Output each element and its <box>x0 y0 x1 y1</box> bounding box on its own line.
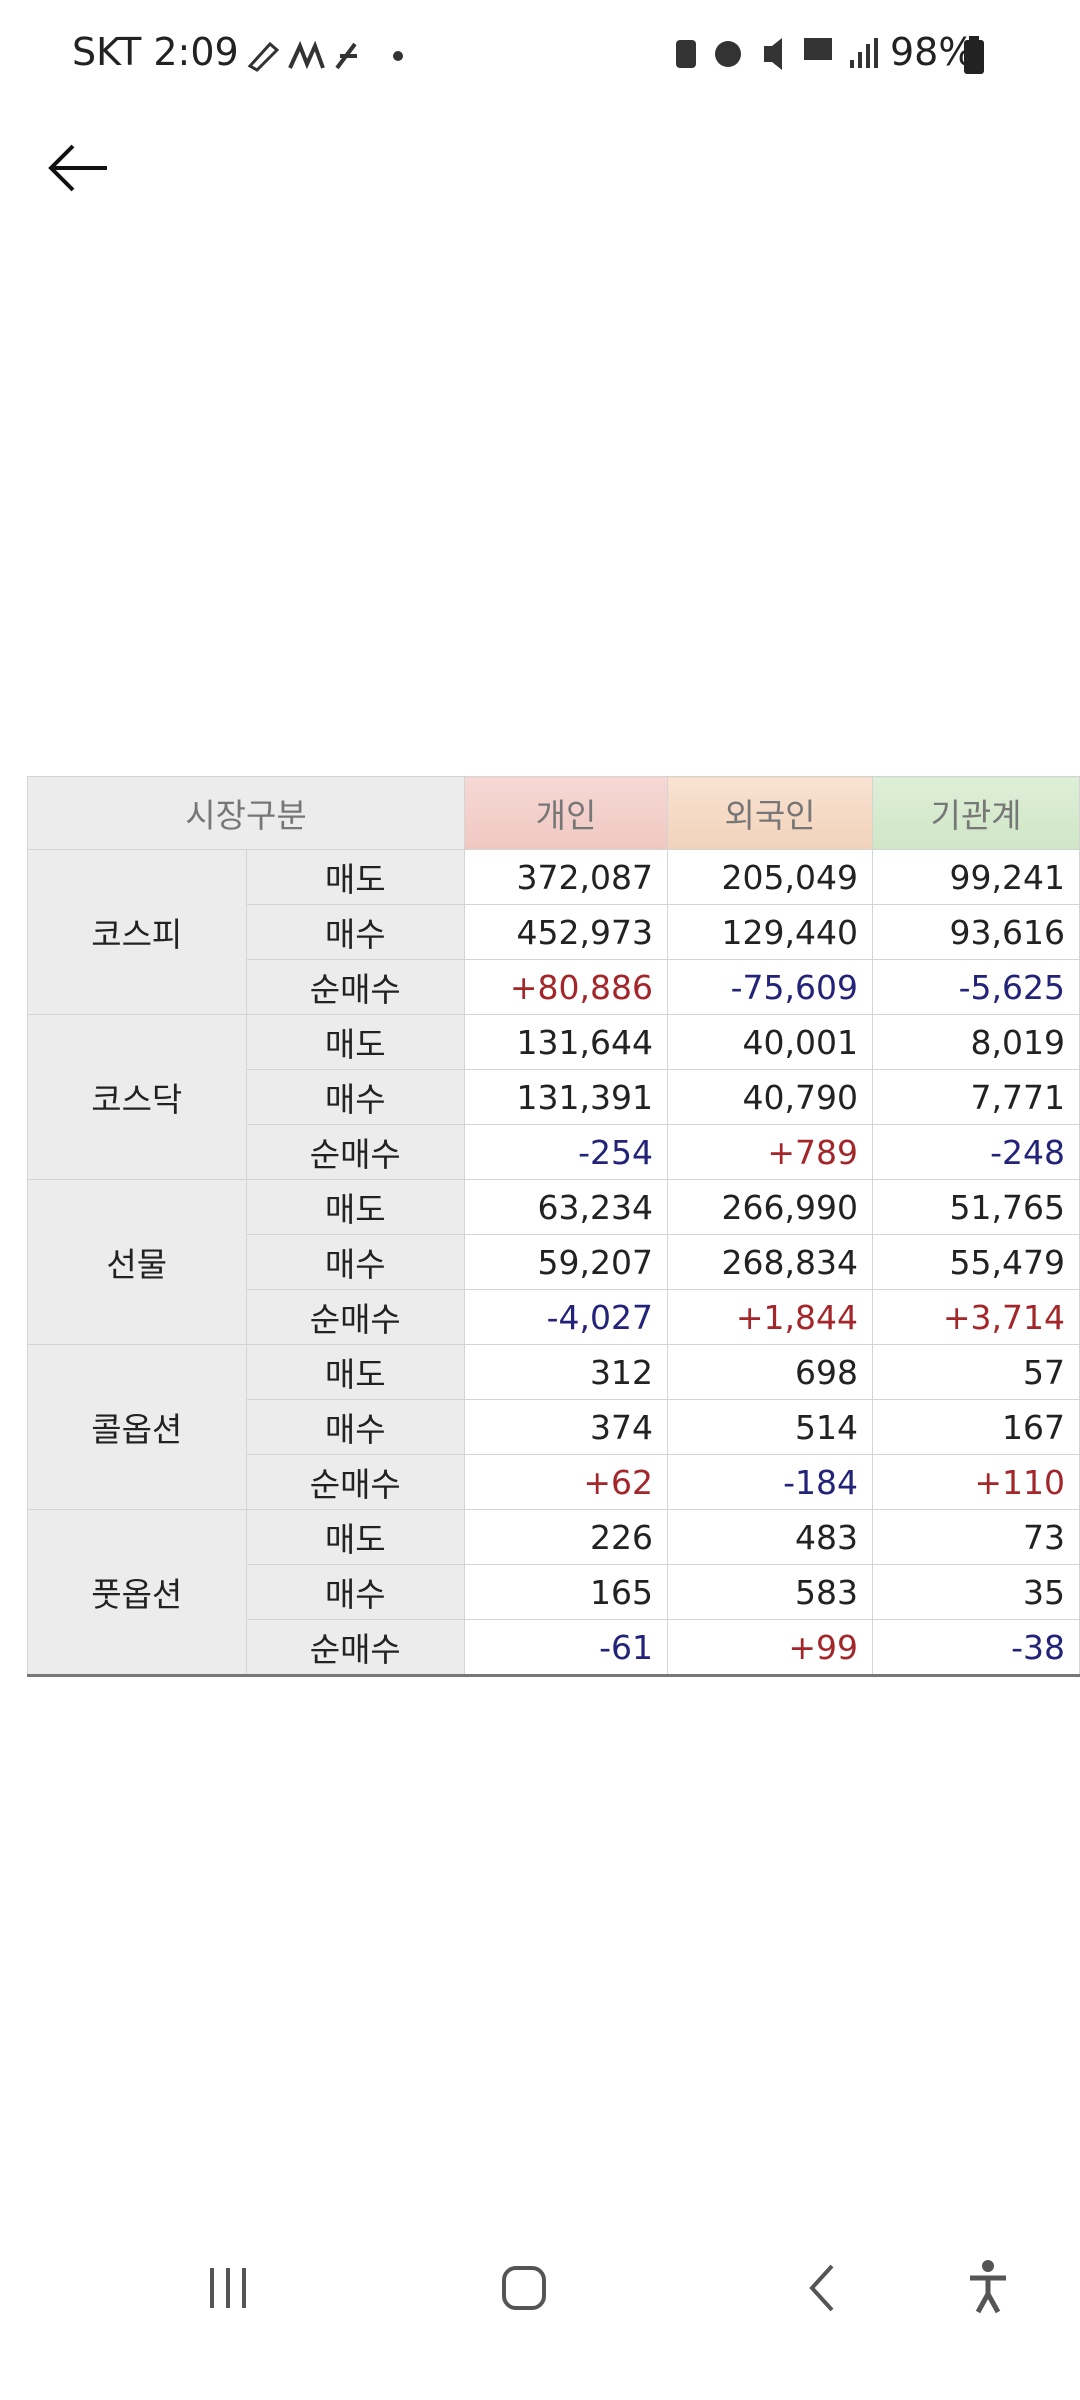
table-row: 순매수 -61 +99 -38 <box>28 1619 1080 1676</box>
trade-type: 순매수 <box>245 1124 465 1180</box>
value-cell: 99,241 <box>872 849 1080 905</box>
value-cell: 205,049 <box>667 849 873 905</box>
trade-type: 순매수 <box>245 1454 465 1510</box>
table-row: 매수 374 514 167 <box>28 1399 1080 1455</box>
battery-level: 98% <box>890 30 975 74</box>
battery-icon <box>964 36 984 74</box>
market-label: 풋옵션 <box>27 1509 247 1676</box>
column-header: 외국인 <box>667 776 873 850</box>
navigation-bar <box>210 2260 1006 2314</box>
value-cell: 93,616 <box>872 904 1080 960</box>
trade-type: 순매수 <box>245 1619 465 1676</box>
table-row: 매수 131,391 40,790 7,771 <box>28 1069 1080 1125</box>
value-cell: 55,479 <box>872 1234 1080 1290</box>
home-button[interactable] <box>502 2266 546 2310</box>
value-cell: -254 <box>464 1124 668 1180</box>
value-cell: 35 <box>872 1564 1080 1620</box>
value-cell: +1,844 <box>667 1289 873 1345</box>
back-button[interactable] <box>45 140 115 196</box>
table-row: 코스닥 매도 131,644 40,001 8,019 <box>27 1014 1080 1180</box>
table-row: 매수 165 583 35 <box>28 1564 1080 1620</box>
trade-type: 매수 <box>245 1564 465 1620</box>
trade-type: 매도 <box>245 1509 465 1565</box>
value-cell: 226 <box>464 1509 668 1565</box>
trade-type: 매도 <box>245 1179 465 1235</box>
notification-icons <box>247 40 403 72</box>
value-cell: -4,027 <box>464 1289 668 1345</box>
trade-type: 순매수 <box>245 959 465 1015</box>
value-cell: -5,625 <box>872 959 1080 1015</box>
value-cell: 129,440 <box>667 904 873 960</box>
market-label: 코스피 <box>27 849 247 1015</box>
value-cell: -61 <box>464 1619 668 1676</box>
trade-type: 매도 <box>245 1344 465 1400</box>
value-cell: 59,207 <box>464 1234 668 1290</box>
value-cell: 583 <box>667 1564 873 1620</box>
value-cell: 40,001 <box>667 1014 873 1070</box>
trade-type: 매도 <box>245 1014 465 1070</box>
trade-type: 매수 <box>245 1234 465 1290</box>
value-cell: 374 <box>464 1399 668 1455</box>
value-cell: 51,765 <box>872 1179 1080 1235</box>
carrier-time: SKT 2:09 <box>72 30 239 74</box>
value-cell: -248 <box>872 1124 1080 1180</box>
column-header: 기관계 <box>872 776 1080 850</box>
back-nav-button[interactable] <box>809 2264 834 2312</box>
value-cell: 40,790 <box>667 1069 873 1125</box>
value-cell: 131,391 <box>464 1069 668 1125</box>
value-cell: +3,714 <box>872 1289 1080 1345</box>
value-cell: +80,886 <box>464 959 668 1015</box>
value-cell: -184 <box>667 1454 873 1510</box>
system-icons <box>676 38 878 70</box>
value-cell: 167 <box>872 1399 1080 1455</box>
value-cell: 698 <box>667 1344 873 1400</box>
value-cell: 266,990 <box>667 1179 873 1235</box>
column-header: 개인 <box>464 776 668 850</box>
value-cell: -75,609 <box>667 959 873 1015</box>
recents-button[interactable] <box>210 2268 246 2308</box>
table-row: 콜옵션 매도 312 698 57 <box>27 1344 1080 1510</box>
table-row: 순매수 +80,886 -75,609 -5,625 <box>28 959 1080 1015</box>
table-row: 풋옵션 매도 226 483 73 <box>27 1509 1080 1676</box>
value-cell: 514 <box>667 1399 873 1455</box>
value-cell: 73 <box>872 1509 1080 1565</box>
market-label: 코스닥 <box>27 1014 247 1180</box>
table-row: 순매수 -4,027 +1,844 +3,714 <box>28 1289 1080 1345</box>
value-cell: +99 <box>667 1619 873 1676</box>
table-row: 매수 452,973 129,440 93,616 <box>28 904 1080 960</box>
table-row: 선물 매도 63,234 266,990 51,765 <box>27 1179 1080 1345</box>
investor-table: 시장구분 개인 외국인 기관계 코스피 매도 372,087 205,049 99,241 매수 4… <box>27 776 1080 1677</box>
value-cell: 372,087 <box>464 849 668 905</box>
market-label: 선물 <box>27 1179 247 1345</box>
value-cell: 452,973 <box>464 904 668 960</box>
value-cell: +110 <box>872 1454 1080 1510</box>
value-cell: 131,644 <box>464 1014 668 1070</box>
value-cell: 312 <box>464 1344 668 1400</box>
value-cell: -38 <box>872 1619 1080 1676</box>
trade-type: 매수 <box>245 1399 465 1455</box>
table-row: 순매수 +62 -184 +110 <box>28 1454 1080 1510</box>
trade-type: 매수 <box>245 904 465 960</box>
trade-type: 순매수 <box>245 1289 465 1345</box>
value-cell: 7,771 <box>872 1069 1080 1125</box>
value-cell: 483 <box>667 1509 873 1565</box>
table-row: 매수 59,207 268,834 55,479 <box>28 1234 1080 1290</box>
accessibility-button[interactable] <box>970 2260 1006 2314</box>
value-cell: 63,234 <box>464 1179 668 1235</box>
value-cell: +62 <box>464 1454 668 1510</box>
column-header: 시장구분 <box>27 776 465 850</box>
value-cell: 8,019 <box>872 1014 1080 1070</box>
value-cell: 268,834 <box>667 1234 873 1290</box>
value-cell: +789 <box>667 1124 873 1180</box>
trade-type: 매도 <box>245 849 465 905</box>
value-cell: 165 <box>464 1564 668 1620</box>
table-row: 순매수 -254 +789 -248 <box>28 1124 1080 1180</box>
trade-type: 매수 <box>245 1069 465 1125</box>
market-label: 콜옵션 <box>27 1344 247 1510</box>
table-row: 코스피 매도 372,087 205,049 99,241 <box>27 849 1080 1015</box>
value-cell: 57 <box>872 1344 1080 1400</box>
